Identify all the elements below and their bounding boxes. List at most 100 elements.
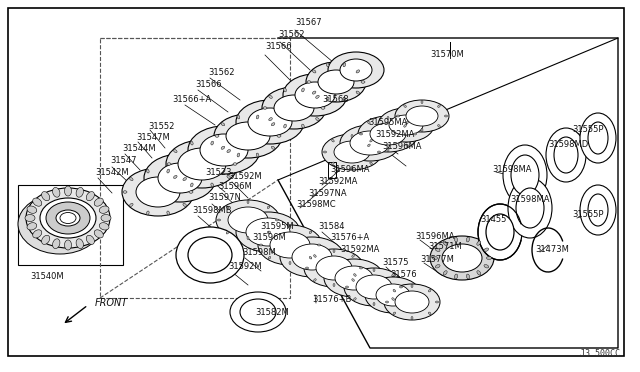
Text: 31575: 31575 bbox=[382, 258, 408, 267]
Ellipse shape bbox=[275, 219, 278, 221]
Ellipse shape bbox=[246, 218, 290, 246]
Ellipse shape bbox=[237, 153, 240, 157]
Text: 31523: 31523 bbox=[205, 168, 232, 177]
Ellipse shape bbox=[389, 115, 423, 135]
Ellipse shape bbox=[183, 203, 186, 206]
Ellipse shape bbox=[360, 133, 362, 135]
Ellipse shape bbox=[332, 162, 334, 164]
Ellipse shape bbox=[322, 134, 382, 170]
Ellipse shape bbox=[361, 81, 365, 83]
Ellipse shape bbox=[99, 223, 109, 230]
Ellipse shape bbox=[367, 121, 370, 124]
Text: 31592M: 31592M bbox=[228, 172, 262, 181]
Text: 31592MA: 31592MA bbox=[340, 245, 380, 254]
Ellipse shape bbox=[25, 215, 35, 221]
Ellipse shape bbox=[438, 125, 440, 127]
Ellipse shape bbox=[365, 277, 421, 313]
Ellipse shape bbox=[268, 231, 270, 234]
Text: 31576+B: 31576+B bbox=[312, 295, 351, 304]
Ellipse shape bbox=[486, 214, 514, 250]
Ellipse shape bbox=[321, 107, 325, 109]
Text: 31597N: 31597N bbox=[208, 193, 241, 202]
Text: 31544M: 31544M bbox=[122, 144, 156, 153]
Ellipse shape bbox=[76, 187, 83, 197]
Ellipse shape bbox=[588, 122, 608, 154]
Ellipse shape bbox=[373, 302, 375, 305]
Ellipse shape bbox=[316, 95, 319, 98]
Ellipse shape bbox=[546, 128, 586, 182]
Ellipse shape bbox=[123, 191, 127, 193]
Ellipse shape bbox=[65, 186, 72, 196]
Ellipse shape bbox=[428, 289, 431, 292]
Ellipse shape bbox=[60, 212, 76, 224]
Ellipse shape bbox=[484, 264, 489, 268]
Text: 31562: 31562 bbox=[278, 30, 305, 39]
Ellipse shape bbox=[304, 249, 364, 287]
Ellipse shape bbox=[306, 62, 366, 102]
Ellipse shape bbox=[387, 116, 389, 119]
Ellipse shape bbox=[428, 312, 431, 315]
Ellipse shape bbox=[356, 91, 360, 94]
Ellipse shape bbox=[511, 155, 539, 195]
Ellipse shape bbox=[378, 108, 434, 142]
Ellipse shape bbox=[94, 230, 103, 238]
Ellipse shape bbox=[580, 185, 616, 235]
Text: 31566+A: 31566+A bbox=[172, 95, 211, 104]
Ellipse shape bbox=[268, 206, 270, 209]
Ellipse shape bbox=[227, 175, 230, 179]
Ellipse shape bbox=[122, 168, 194, 216]
Ellipse shape bbox=[221, 146, 225, 149]
Ellipse shape bbox=[76, 239, 83, 248]
Text: 31473M: 31473M bbox=[535, 245, 569, 254]
Ellipse shape bbox=[167, 211, 170, 215]
Ellipse shape bbox=[484, 248, 488, 251]
Ellipse shape bbox=[444, 271, 447, 275]
Ellipse shape bbox=[384, 284, 440, 320]
Ellipse shape bbox=[580, 113, 616, 163]
Text: 31584: 31584 bbox=[318, 222, 344, 231]
Ellipse shape bbox=[367, 144, 370, 147]
Ellipse shape bbox=[18, 194, 102, 254]
Ellipse shape bbox=[233, 163, 237, 165]
Ellipse shape bbox=[284, 124, 286, 128]
Ellipse shape bbox=[352, 255, 355, 257]
Ellipse shape bbox=[370, 162, 372, 164]
Ellipse shape bbox=[376, 284, 410, 306]
Ellipse shape bbox=[289, 262, 291, 264]
Text: 31571M: 31571M bbox=[428, 242, 461, 251]
Ellipse shape bbox=[317, 244, 321, 246]
Ellipse shape bbox=[404, 125, 406, 127]
Text: 31540M: 31540M bbox=[30, 272, 63, 281]
Ellipse shape bbox=[176, 227, 244, 283]
Text: 31595MA: 31595MA bbox=[368, 118, 408, 127]
Text: 31542M: 31542M bbox=[95, 168, 129, 177]
Ellipse shape bbox=[333, 250, 335, 253]
Ellipse shape bbox=[94, 198, 103, 206]
Ellipse shape bbox=[178, 148, 226, 180]
Ellipse shape bbox=[27, 206, 36, 213]
Ellipse shape bbox=[268, 231, 271, 234]
Ellipse shape bbox=[227, 150, 230, 153]
Ellipse shape bbox=[318, 70, 354, 94]
Ellipse shape bbox=[354, 298, 356, 300]
Ellipse shape bbox=[258, 225, 322, 265]
Ellipse shape bbox=[385, 301, 388, 303]
Ellipse shape bbox=[486, 257, 492, 260]
Ellipse shape bbox=[395, 291, 429, 313]
Ellipse shape bbox=[435, 264, 440, 268]
Ellipse shape bbox=[129, 177, 133, 181]
Text: 31547M: 31547M bbox=[136, 133, 170, 142]
Ellipse shape bbox=[167, 169, 170, 173]
Text: 31577M: 31577M bbox=[420, 255, 454, 264]
Ellipse shape bbox=[370, 123, 406, 145]
Ellipse shape bbox=[358, 116, 418, 152]
Text: 31562: 31562 bbox=[208, 68, 234, 77]
Text: 31596MA: 31596MA bbox=[415, 232, 454, 241]
Text: 31596M: 31596M bbox=[252, 233, 285, 242]
Ellipse shape bbox=[42, 192, 50, 201]
Ellipse shape bbox=[292, 244, 332, 270]
Ellipse shape bbox=[237, 115, 240, 119]
Text: 31596MA: 31596MA bbox=[382, 142, 422, 151]
Ellipse shape bbox=[435, 248, 440, 251]
Ellipse shape bbox=[413, 133, 417, 135]
